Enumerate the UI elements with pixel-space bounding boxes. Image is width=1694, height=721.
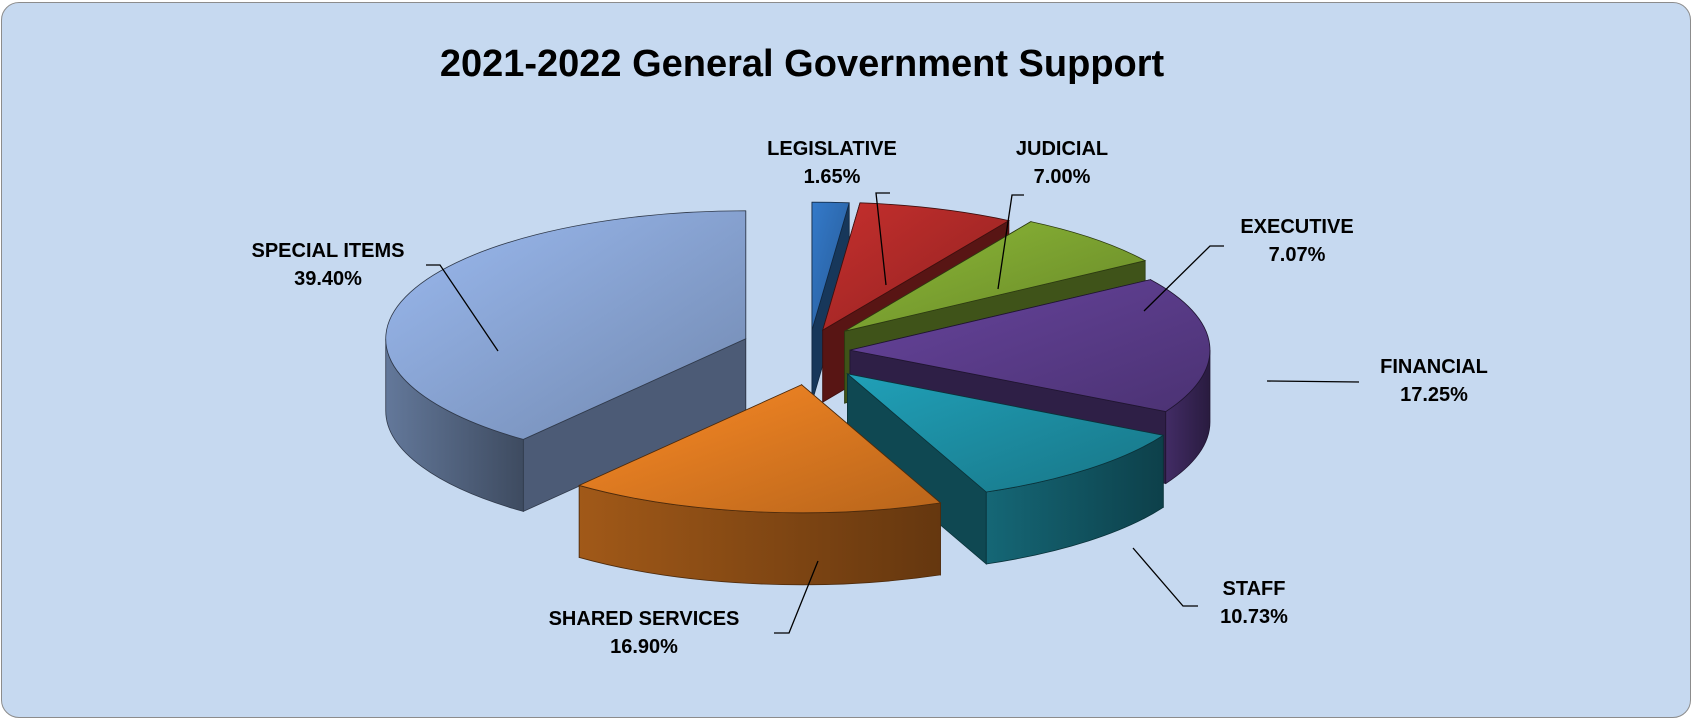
pie-chart: LEGISLATIVE 1.65% JUDICIAL 7.00% EXECUTIVE 7.…	[252, 138, 1488, 658]
pie-slice-special-items	[385, 210, 747, 513]
pie-slice-staff	[846, 373, 1165, 565]
slice-value-financial: 17.25%	[1400, 384, 1468, 406]
chart-title: 2021-2022 General Government Support	[439, 43, 1165, 85]
slice-name-shared-services: SHARED SERVICES	[549, 608, 740, 630]
slice-name-judicial: JUDICIAL	[1016, 138, 1108, 160]
slice-value-judicial: 7.00%	[1034, 166, 1091, 188]
leader-line-executive	[1143, 245, 1224, 312]
leader-line-judicial	[997, 194, 1024, 290]
slice-value-staff: 10.73%	[1220, 606, 1288, 628]
leader-line-special-items	[426, 264, 499, 352]
slice-value-legislative: 1.65%	[804, 166, 861, 188]
slice-name-staff: STAFF	[1223, 578, 1286, 600]
leader-line-legislative	[875, 192, 890, 286]
slice-value-executive: 7.07%	[1269, 244, 1326, 266]
slice-value-special-items: 39.40%	[294, 268, 362, 290]
pie-slice-shared-services	[578, 383, 942, 586]
leader-line-shared-services	[774, 560, 819, 634]
leader-line-staff	[1132, 547, 1198, 607]
slice-value-shared-services: 16.90%	[610, 636, 678, 658]
leader-line-financial	[1266, 380, 1360, 383]
slice-name-special-items: SPECIAL ITEMS	[252, 240, 405, 262]
slice-name-legislative: LEGISLATIVE	[767, 138, 897, 160]
slice-name-executive: EXECUTIVE	[1240, 216, 1353, 238]
slice-name-financial: FINANCIAL	[1380, 356, 1488, 378]
